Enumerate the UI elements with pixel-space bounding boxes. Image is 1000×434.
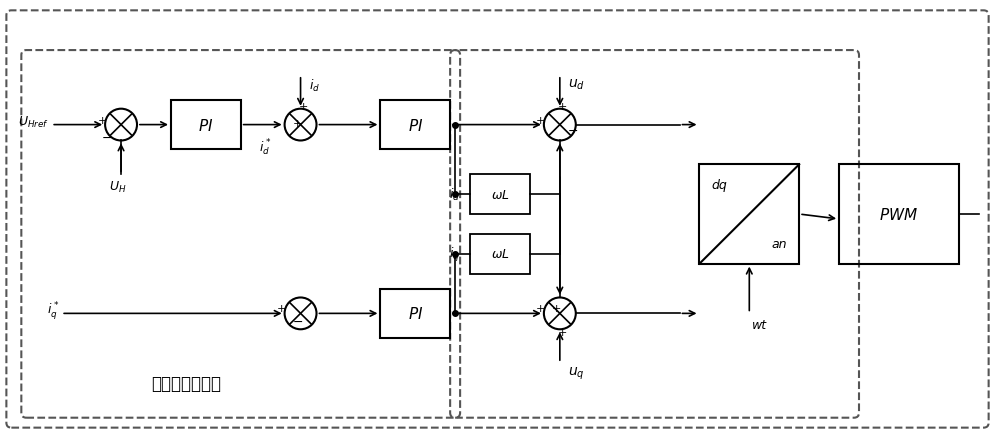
- Bar: [699, 165, 799, 264]
- Text: $PI$: $PI$: [408, 117, 423, 133]
- Text: +: +: [97, 115, 107, 125]
- Text: $i_q$: $i_q$: [449, 245, 460, 263]
- Text: $-$: $-$: [567, 124, 578, 137]
- Text: an: an: [771, 238, 787, 251]
- Text: $U_H$: $U_H$: [109, 180, 127, 195]
- Text: wt: wt: [752, 319, 767, 332]
- Text: 电压电流双闭环: 电压电流双闭环: [151, 374, 221, 392]
- Text: $-$: $-$: [101, 131, 112, 144]
- Text: $\boldsymbol{u_q}$: $\boldsymbol{u_q}$: [568, 365, 584, 381]
- Text: +: +: [299, 102, 308, 112]
- Text: +: +: [558, 102, 568, 112]
- Text: $i_d$: $i_d$: [449, 187, 460, 203]
- Text: $PI$: $PI$: [408, 306, 423, 322]
- Text: dq: dq: [712, 178, 727, 191]
- Text: $\boldsymbol{u_d}$: $\boldsymbol{u_d}$: [568, 78, 585, 92]
- Text: +: +: [293, 118, 302, 128]
- Text: $-$: $-$: [292, 314, 303, 327]
- Text: $PWM$: $PWM$: [879, 207, 918, 223]
- Text: $PI$: $PI$: [198, 117, 213, 133]
- Bar: [380, 101, 450, 150]
- Text: $U_{Href}$: $U_{Href}$: [18, 115, 49, 130]
- Text: $i_d^*$: $i_d^*$: [259, 137, 272, 158]
- Bar: [380, 289, 450, 339]
- Text: $\omega L$: $\omega L$: [491, 188, 509, 201]
- Text: +: +: [536, 304, 546, 314]
- Text: $i_d$: $i_d$: [309, 78, 320, 94]
- Bar: [171, 101, 241, 150]
- Text: +: +: [558, 328, 568, 338]
- Bar: [470, 175, 530, 214]
- Text: +: +: [277, 304, 286, 314]
- Text: +: +: [552, 304, 562, 314]
- Text: $\omega L$: $\omega L$: [491, 248, 509, 261]
- Text: $i_q^*$: $i_q^*$: [47, 300, 59, 322]
- Bar: [470, 234, 530, 274]
- Bar: [839, 165, 959, 264]
- Text: +: +: [536, 115, 546, 125]
